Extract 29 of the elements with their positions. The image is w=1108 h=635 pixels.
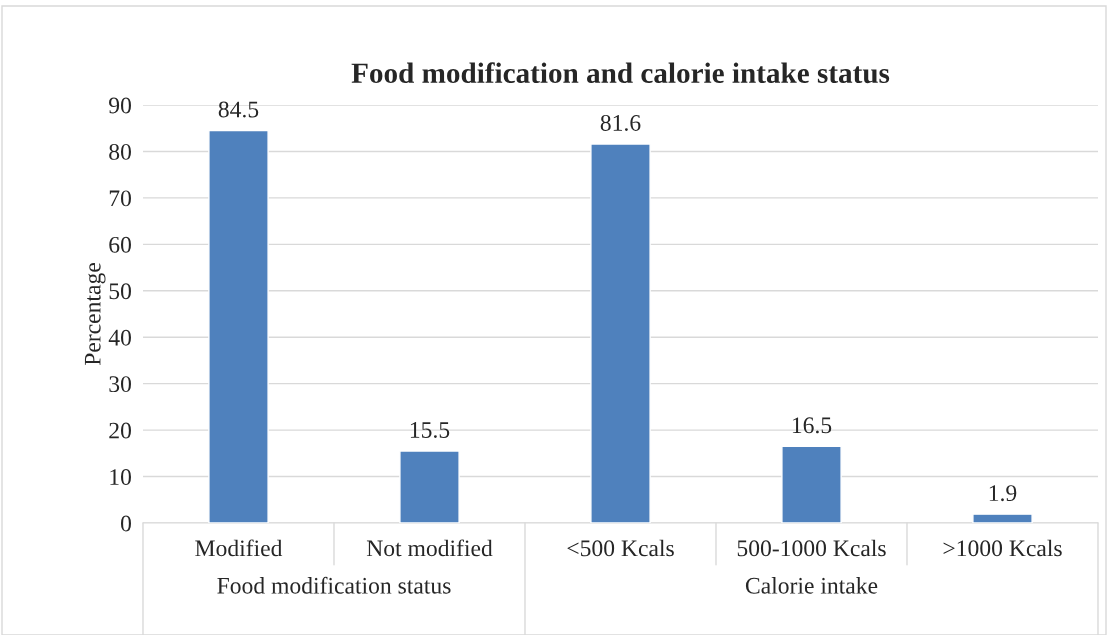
data-label: 16.5 xyxy=(792,417,832,434)
bar xyxy=(208,129,269,523)
data-label: 15.5 xyxy=(410,422,450,438)
x-tick-label: <500 Kcals xyxy=(567,539,674,557)
bar xyxy=(399,450,460,523)
data-label: 84.5 xyxy=(218,101,259,118)
y-tick-label: 50 xyxy=(109,283,131,300)
bar xyxy=(590,143,651,523)
y-tick-label: 0 xyxy=(120,515,131,532)
x-tick-label: Modified xyxy=(195,539,283,557)
data-label: 81.6 xyxy=(600,114,641,131)
y-tick-label: 10 xyxy=(110,469,131,485)
y-axis-title: Percentage xyxy=(84,263,106,366)
bar xyxy=(781,445,842,523)
y-tick-label: 90 xyxy=(109,97,131,114)
bar xyxy=(972,513,1033,523)
y-tick-label: 20 xyxy=(109,422,131,439)
y-tick-label: 70 xyxy=(109,190,131,207)
text: Calorie intake xyxy=(745,577,878,594)
x-tick-label: 500-1000 Kcals xyxy=(737,539,886,557)
x-tick-label: >1000 Kcals xyxy=(943,539,1062,557)
y-tick-label: 30 xyxy=(109,376,131,393)
y-tick-label: 60 xyxy=(109,236,131,253)
chart-title: Food modification and calorie intake status xyxy=(351,62,890,84)
x-tick-label: Not modified xyxy=(366,539,493,557)
y-tick-label: 80 xyxy=(109,143,131,160)
text: Food modification status xyxy=(217,576,451,594)
y-tick-label: 40 xyxy=(108,329,131,346)
data-label: 1.9 xyxy=(989,485,1017,502)
